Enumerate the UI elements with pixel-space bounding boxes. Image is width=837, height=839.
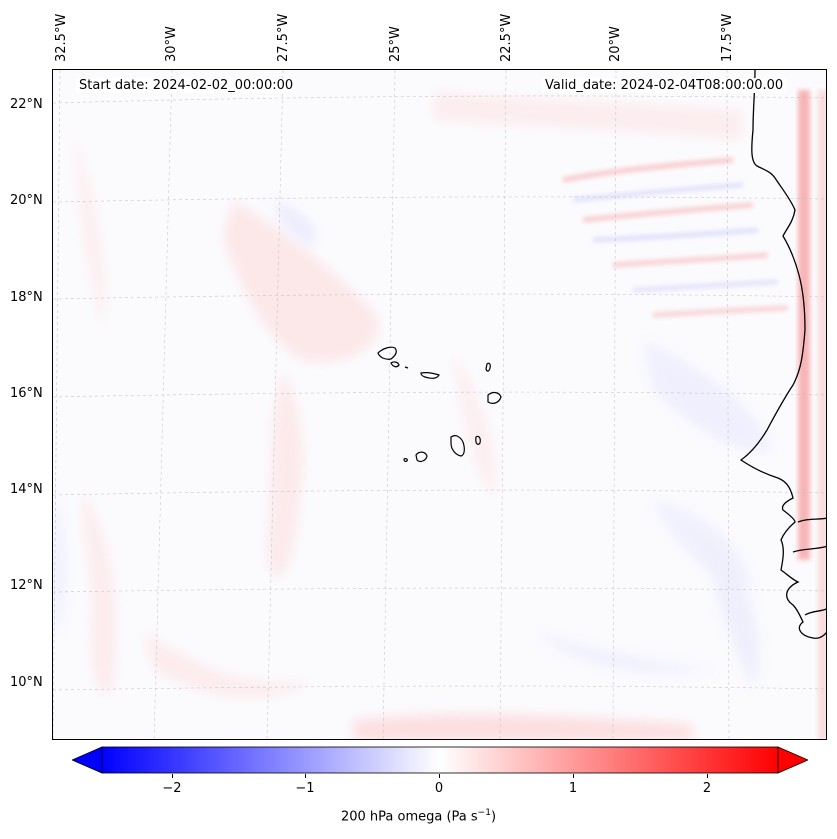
cape-verde-islands	[377, 346, 502, 462]
island-santo-antao	[377, 346, 397, 360]
island-boa-vista	[487, 391, 502, 404]
lat-label-20N: 20°N	[10, 193, 43, 208]
omega-wave-stripe	[612, 252, 769, 268]
omega-negative-band	[643, 340, 773, 452]
omega-negative-band	[703, 540, 760, 690]
omega-field	[53, 90, 826, 739]
omega-edge-band	[798, 90, 810, 560]
omega-negative-band	[533, 630, 713, 674]
colorbar-tick-label: 1	[568, 781, 578, 796]
omega-positive-band	[73, 130, 106, 330]
colorbar-label: 200 hPa omega (Pa s−1)	[340, 808, 497, 825]
island-santa-luzia	[404, 366, 409, 369]
guinea-bissau-coast	[804, 608, 826, 616]
omega-wave-stripe	[632, 279, 779, 293]
omega-negative-band	[653, 500, 753, 590]
island-fogo	[415, 451, 428, 462]
omega-positive-band	[353, 714, 693, 739]
island-brava	[403, 458, 408, 462]
lon-label-17.5W: 17.5°W	[720, 13, 735, 62]
omega-wave-stripe	[562, 157, 734, 183]
colorbar-tickmark	[439, 774, 440, 778]
colorbar-tickmark	[305, 774, 306, 778]
omega-positive-band	[143, 630, 313, 699]
lat-label-14N: 14°N	[10, 482, 43, 497]
lon-label-22.5W: 22.5°W	[499, 13, 514, 62]
map-frame[interactable]	[52, 69, 827, 740]
colorbar-tick-label: 2	[702, 781, 712, 796]
lon-label-30W: 30°W	[164, 26, 179, 62]
omega-edge-band	[818, 90, 826, 739]
lon-label-27.5W: 27.5°W	[276, 13, 291, 62]
gambia-river	[792, 545, 826, 553]
start-date-label: Start date: 2024-02-02_00:00:00	[76, 78, 297, 93]
coastline	[739, 70, 826, 639]
africa-coastline	[739, 70, 826, 639]
colorbar-gradient	[101, 746, 779, 774]
omega-positive-band	[433, 90, 743, 140]
island-sao-nicolau	[420, 372, 440, 379]
omega-positive-band	[267, 370, 303, 578]
senegal-river	[797, 517, 826, 523]
colorbar-svg	[70, 746, 810, 774]
colorbar-tickmark	[172, 774, 173, 778]
omega-positive-band	[81, 490, 117, 696]
omega-wave-stripe	[572, 182, 744, 203]
colorbar-tick-label: 0	[434, 781, 444, 796]
colorbar-extend-high	[777, 746, 810, 774]
island-santiago	[450, 435, 465, 457]
omega-positive-band	[223, 200, 379, 362]
lon-label-20W: 20°W	[608, 26, 623, 62]
island-sao-vicente	[390, 361, 400, 368]
island-sal	[485, 362, 491, 372]
lon-label-25W: 25°W	[388, 26, 403, 62]
lon-label-32.5W: 32.5°W	[54, 13, 69, 62]
colorbar-extend-low	[70, 746, 103, 774]
omega-wave-stripe	[592, 227, 759, 243]
omega-negative-band	[273, 200, 316, 245]
lat-label-10N: 10°N	[10, 675, 43, 690]
lat-label-12N: 12°N	[10, 578, 43, 593]
lat-label-16N: 16°N	[10, 386, 43, 401]
colorbar-tickmark	[573, 774, 574, 778]
colorbar-tick-label: −2	[162, 781, 182, 796]
colorbar-tickmark	[707, 774, 708, 778]
colorbar-tick-label: −1	[295, 781, 315, 796]
map-canvas	[53, 70, 826, 739]
omega-wave-stripe	[582, 202, 754, 223]
omega-wave-stripe	[652, 305, 789, 318]
lat-label-22N: 22°N	[10, 97, 43, 112]
omega-positive-band	[453, 350, 496, 500]
lat-label-18N: 18°N	[10, 290, 43, 305]
valid-date-label: Valid_date: 2024-02-04T08:00:00.00	[542, 78, 787, 93]
island-maio	[475, 435, 481, 445]
colorbar	[70, 746, 810, 774]
graticule	[53, 70, 826, 739]
omega-negative-band	[53, 490, 65, 630]
